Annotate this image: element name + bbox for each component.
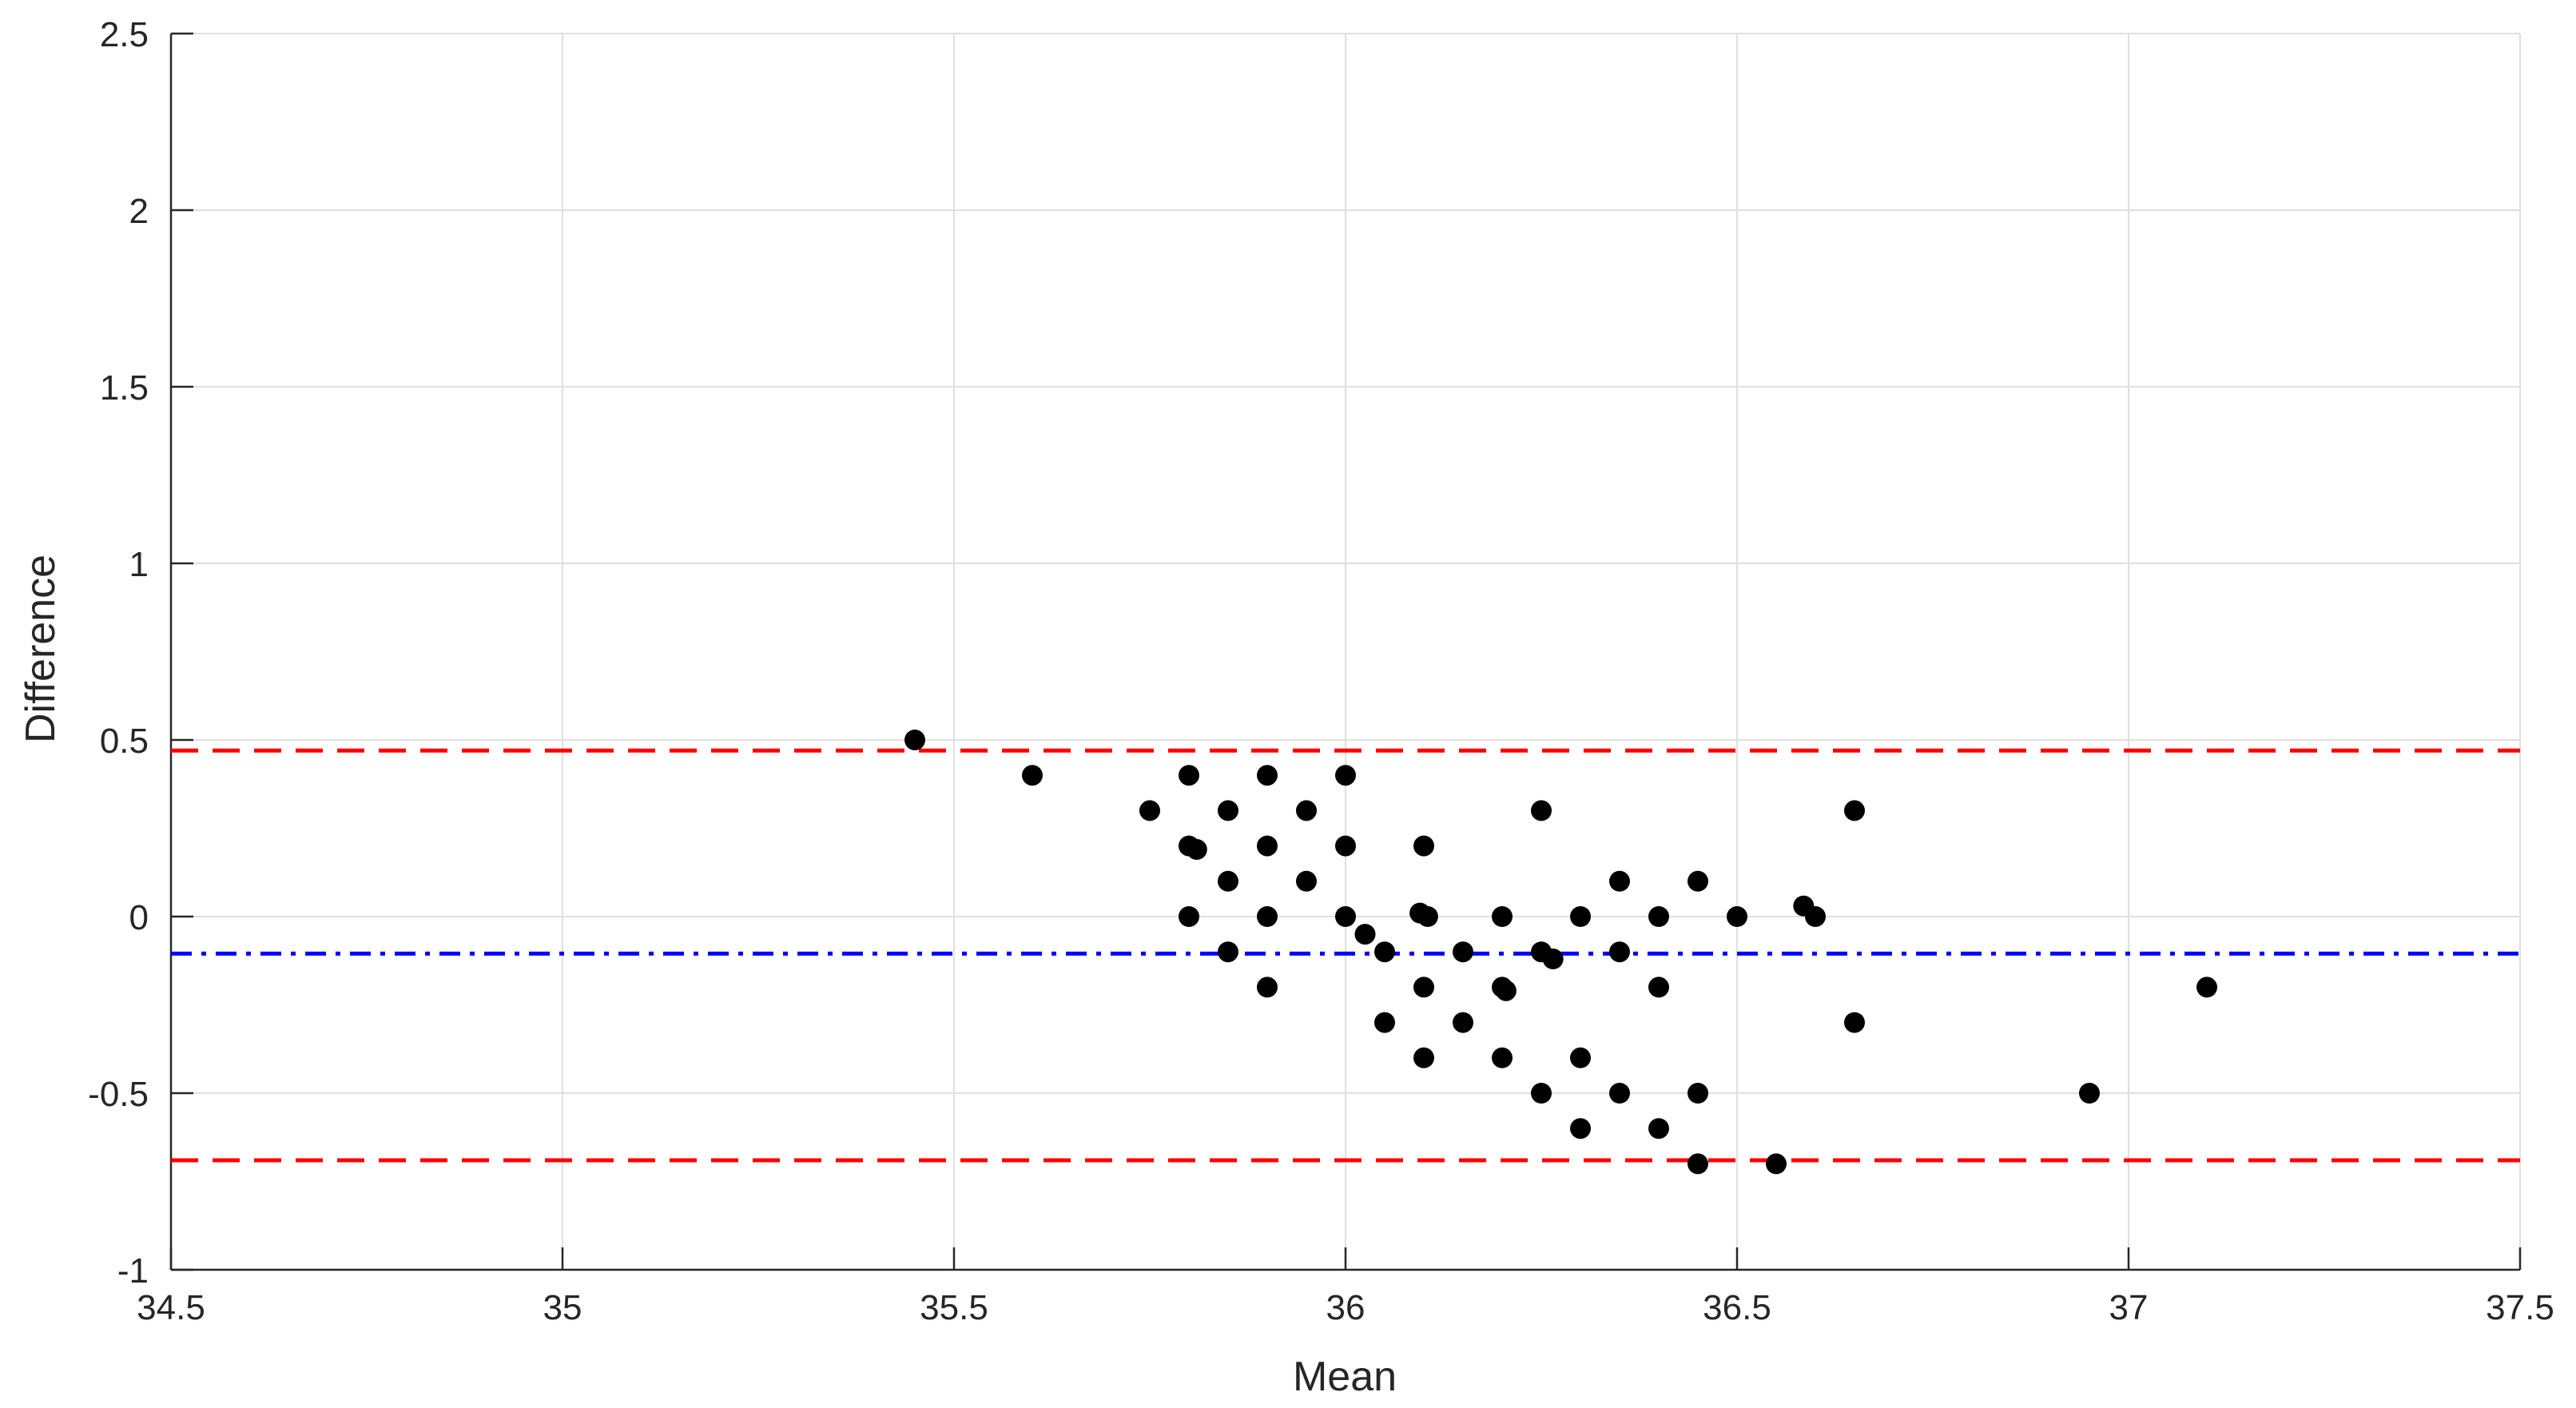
data-point (1688, 1153, 1708, 1175)
data-point (1609, 870, 1630, 892)
data-point (1218, 870, 1238, 892)
y-tick-label: 0 (129, 898, 149, 937)
y-tick-label: 0.5 (100, 722, 149, 761)
data-point (1179, 906, 1199, 927)
y-tick-label: 2.5 (100, 15, 149, 54)
data-points (904, 730, 2217, 1175)
data-point (1570, 906, 1591, 927)
x-tick-label: 34.5 (137, 1288, 205, 1327)
data-point (1257, 976, 1278, 998)
data-point (1335, 835, 1356, 857)
data-point (1609, 941, 1630, 963)
data-point (2079, 1083, 2100, 1104)
grid-lines (170, 33, 2521, 1271)
data-point (1186, 839, 1207, 861)
data-point (1492, 1047, 1513, 1068)
data-point (1453, 941, 1473, 963)
data-point (1374, 1012, 1395, 1033)
data-point (1179, 765, 1199, 786)
data-point (1296, 800, 1317, 821)
data-point (1495, 980, 1517, 1001)
data-point (1648, 1118, 1669, 1140)
data-point (2196, 976, 2217, 998)
data-point (1531, 1083, 1552, 1104)
y-tick-label: 1 (129, 545, 149, 584)
data-point (1688, 870, 1708, 892)
data-point (1335, 906, 1356, 927)
y-axis-title: Difference (18, 555, 64, 743)
data-point (1727, 906, 1747, 927)
data-point (1844, 800, 1865, 821)
data-point (1257, 835, 1278, 857)
x-tick-label: 36 (1326, 1288, 1366, 1327)
data-point (1453, 1012, 1473, 1033)
data-point (1257, 906, 1278, 927)
data-point (1531, 800, 1552, 821)
data-point (1688, 1083, 1708, 1104)
data-point (1609, 1083, 1630, 1104)
reference-lines (171, 748, 2520, 1163)
data-point (1570, 1118, 1591, 1140)
x-tick-label: 35.5 (920, 1288, 988, 1327)
data-point (1218, 800, 1238, 821)
data-point (1413, 835, 1434, 857)
data-point (1492, 906, 1513, 927)
data-point (1354, 924, 1376, 945)
data-point (1374, 941, 1395, 963)
data-point (904, 730, 925, 750)
x-axis-title: Mean (1293, 1354, 1397, 1400)
data-point (1218, 941, 1238, 963)
data-point (1413, 1047, 1434, 1068)
y-tick-label: 2 (129, 192, 149, 231)
data-point (1257, 765, 1278, 786)
x-tick-label: 36.5 (1703, 1288, 1771, 1327)
axes (169, 32, 2522, 1271)
data-point (1413, 976, 1434, 998)
data-point (1542, 949, 1564, 970)
data-point (1417, 906, 1438, 927)
y-tick-label: -1 (117, 1251, 149, 1291)
x-tick-label: 35 (543, 1288, 582, 1327)
data-point (1844, 1012, 1865, 1033)
data-point (1648, 976, 1669, 998)
data-point (1139, 800, 1160, 821)
data-point (1805, 906, 1826, 927)
data-point (1648, 906, 1669, 927)
x-tick-label: 37.5 (2486, 1288, 2554, 1327)
data-point (1296, 870, 1317, 892)
tick-labels: 34.5 35 35.5 36 36.5 37 37.5 -1 -0.5 0 0.5 1 1.5 2 2.5 (88, 15, 2554, 1327)
y-tick-label: -0.5 (88, 1075, 149, 1114)
data-point (1022, 765, 1043, 786)
data-point (1335, 765, 1356, 786)
x-tick-label: 37 (2109, 1288, 2149, 1327)
y-tick-label: 1.5 (100, 368, 149, 408)
data-point (1570, 1047, 1591, 1068)
data-point (1766, 1153, 1787, 1175)
